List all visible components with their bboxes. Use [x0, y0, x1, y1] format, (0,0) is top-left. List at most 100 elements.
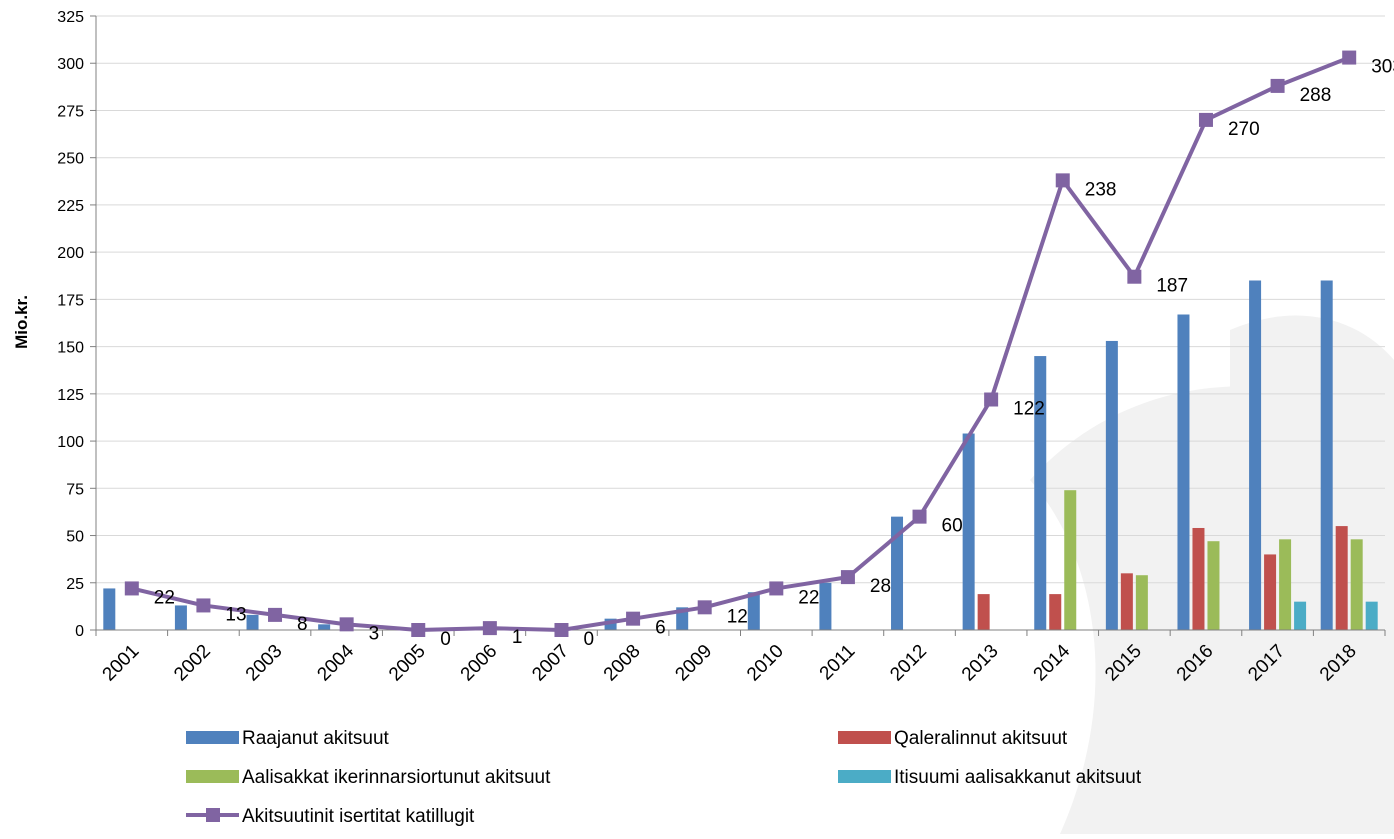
data-label: 187: [1156, 276, 1188, 297]
y-tick-label: 200: [57, 245, 84, 262]
y-tick-label: 100: [57, 434, 84, 451]
y-tick-label: 300: [57, 56, 84, 73]
line-marker: [482, 621, 497, 636]
line-marker: [268, 607, 283, 622]
data-label: 122: [1013, 399, 1045, 420]
x-tick-label: 2014: [1030, 640, 1075, 685]
bar: [1049, 594, 1062, 630]
bar-series: [103, 280, 1378, 630]
data-label: 13: [225, 604, 246, 625]
y-tick-label: 25: [66, 576, 84, 593]
line-marker: [626, 611, 641, 626]
bar: [1335, 526, 1348, 630]
y-tick-label: 325: [57, 9, 84, 26]
y-tick-label: 225: [57, 198, 84, 215]
y-axis-ticks: 0 25 50 75 100 125 150 175 200 225 250 275 300 325: [57, 9, 96, 640]
x-tick-label: 2003: [242, 641, 287, 686]
line-marker: [1127, 269, 1142, 284]
line-marker: [1270, 78, 1285, 93]
x-tick-label: 2002: [170, 641, 215, 686]
y-tick-label: 275: [57, 103, 84, 120]
bar: [1177, 314, 1190, 630]
bar: [1365, 601, 1378, 630]
bar: [1350, 539, 1363, 630]
bar: [1207, 541, 1220, 630]
data-labels: 22 13 8 3 0 1 0 6 12 22 28 60 122 238 187 270 288 303: [154, 57, 1394, 650]
legend-swatch: [838, 770, 891, 783]
line-marker: [196, 598, 211, 613]
line-marker: [769, 581, 784, 596]
data-label: 0: [440, 629, 451, 650]
y-tick-label: 150: [57, 340, 84, 357]
data-label: 22: [154, 587, 175, 608]
line-marker: [840, 570, 855, 585]
legend: Raajanut akitsuut Qaleralinnut akitsuut Aa…: [186, 728, 1142, 827]
bar: [1120, 573, 1133, 630]
y-tick-label: 175: [57, 292, 84, 309]
bar: [1192, 527, 1205, 630]
y-tick-label: 125: [57, 387, 84, 404]
line-marker: [554, 623, 569, 637]
x-tick-label: 2004: [313, 640, 358, 685]
data-label: 28: [870, 576, 891, 597]
bar: [962, 433, 975, 630]
data-label: 3: [369, 623, 380, 644]
y-tick-label: 250: [57, 151, 84, 168]
legend-swatch-marker: [206, 808, 220, 822]
legend-label: Aalisakkat ikerinnarsiortunut akitsuut: [242, 767, 551, 788]
legend-label: Raajanut akitsuut: [242, 728, 390, 749]
legend-label: Qaleralinnut akitsuut: [894, 728, 1068, 749]
x-tick-label: 2005: [385, 641, 430, 686]
bar: [246, 614, 259, 630]
x-tick-label: 2009: [671, 641, 716, 686]
x-tick-label: 2012: [886, 641, 931, 686]
x-tick-label: 2007: [528, 641, 573, 686]
data-label: 1: [512, 627, 523, 648]
x-tick-label: 2008: [600, 641, 645, 686]
line-marker: [124, 581, 139, 596]
line-series: [124, 50, 1357, 637]
data-label: 270: [1228, 119, 1260, 140]
bar: [1249, 280, 1262, 630]
data-label: 0: [583, 629, 594, 650]
line-marker: [1198, 112, 1213, 127]
y-tick-label: 0: [75, 623, 84, 640]
x-tick-label: 2010: [743, 641, 788, 686]
bar: [747, 592, 760, 630]
data-label: 303: [1371, 57, 1394, 78]
line-marker: [1342, 50, 1357, 65]
data-label: 238: [1085, 179, 1117, 200]
legend-swatch: [838, 731, 891, 744]
y-tick-label: 50: [66, 529, 84, 546]
bar: [891, 516, 904, 630]
bar: [977, 594, 990, 630]
line-marker: [1055, 173, 1070, 188]
legend-swatch: [186, 770, 239, 783]
bar: [604, 618, 617, 630]
y-tick-label: 75: [66, 481, 84, 498]
bar: [1264, 554, 1277, 630]
gridlines: [96, 15, 1385, 584]
line-marker: [339, 617, 354, 632]
bar: [1034, 356, 1047, 630]
bar: [1105, 340, 1118, 630]
bar: [1135, 575, 1148, 630]
line-marker: [912, 509, 927, 524]
bar: [103, 588, 116, 630]
legend-swatch: [186, 731, 239, 744]
series-line: [131, 55, 1350, 632]
bar: [1064, 490, 1077, 630]
watermark-shape: [1230, 315, 1394, 450]
bar: [318, 624, 331, 630]
data-label: 8: [297, 614, 308, 635]
line-marker: [411, 623, 426, 637]
data-label: 12: [727, 606, 748, 627]
x-tick-label: 2006: [457, 641, 502, 686]
data-label: 22: [798, 587, 819, 608]
bar: [1294, 601, 1307, 630]
data-label: 60: [942, 516, 963, 537]
legend-label: Akitsuutinit isertitat katillugit: [242, 806, 475, 827]
data-label: 288: [1300, 85, 1332, 106]
line-marker: [697, 600, 712, 615]
